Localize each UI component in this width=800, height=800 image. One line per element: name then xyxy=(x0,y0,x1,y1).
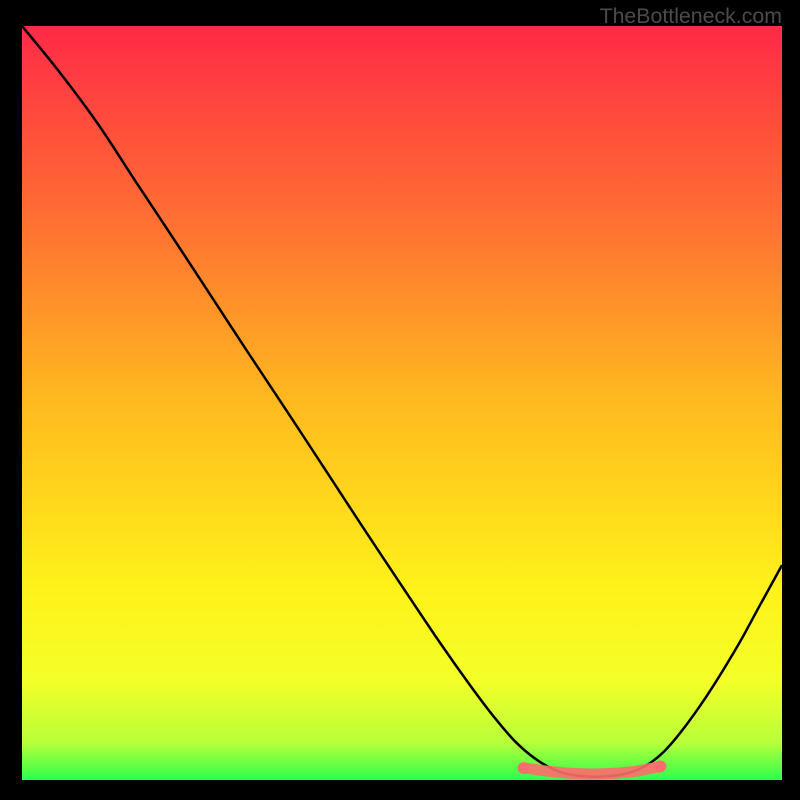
main-curve xyxy=(22,26,782,777)
watermark-text: TheBottleneck.com xyxy=(600,4,782,29)
band-end-dot xyxy=(518,762,530,774)
bottom-band xyxy=(524,766,661,774)
band-end-dot xyxy=(654,760,666,772)
plot-area xyxy=(22,26,782,780)
curve-svg xyxy=(22,26,782,780)
